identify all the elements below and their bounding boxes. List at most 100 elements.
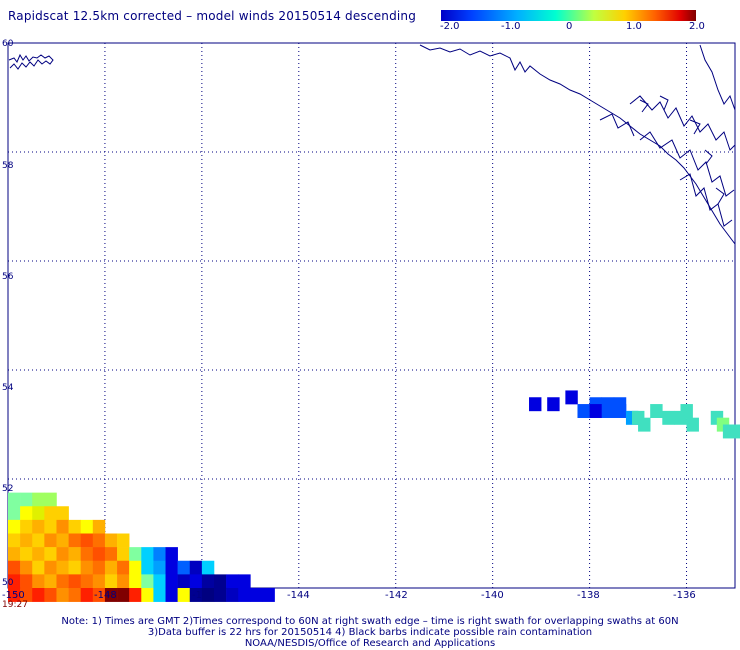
- wind-cell: [165, 560, 178, 575]
- lon-label-140: -140: [481, 590, 504, 601]
- map-frame: [7, 42, 736, 589]
- wind-cell: [32, 492, 45, 507]
- wind-cell: [165, 588, 178, 602]
- lat-label-58: 58: [2, 161, 14, 171]
- lon-label-136: -136: [673, 590, 696, 601]
- wind-cell: [577, 404, 590, 418]
- colorbar-tick-minus1: -1.0: [501, 21, 521, 32]
- wind-cell: [153, 588, 166, 602]
- wind-cell: [44, 547, 57, 562]
- wind-cell: [92, 519, 106, 534]
- wind-cell: [8, 588, 21, 602]
- wind-cell: [177, 588, 191, 602]
- wind-cell: [141, 560, 154, 575]
- wind-cell: [650, 404, 663, 418]
- wind-cell: [80, 533, 94, 548]
- wind-cell: [56, 506, 69, 521]
- swath-time-label: 19:27: [2, 600, 28, 610]
- wind-cell: [32, 574, 45, 589]
- wind-cell: [32, 560, 45, 575]
- colorbar: [441, 10, 696, 21]
- wind-cell: [117, 588, 130, 602]
- alaska-coast-gulf: [419, 44, 736, 245]
- wind-cell: [104, 533, 118, 548]
- colorbar-tick-minus2: -2.0: [440, 21, 460, 32]
- wind-cell: [153, 560, 166, 575]
- wind-cell: [547, 397, 560, 412]
- wind-cell: [8, 547, 21, 562]
- wind-cell: [80, 560, 94, 575]
- wind-cell: [686, 417, 699, 432]
- wind-cell: [250, 588, 263, 602]
- wind-cell: [8, 492, 21, 507]
- wind-cell: [80, 547, 94, 562]
- wind-cell: [32, 588, 45, 602]
- lon-label-144: -144: [287, 590, 310, 601]
- wind-cell: [44, 588, 57, 602]
- wind-cell: [104, 560, 118, 575]
- wind-cell: [80, 574, 94, 589]
- wind-cell: [44, 506, 57, 521]
- wind-cell: [117, 560, 130, 575]
- wind-cell: [56, 574, 69, 589]
- wind-cell: [213, 588, 227, 602]
- colorbar-tick-plus1: 1.0: [626, 21, 642, 32]
- wind-cell: [722, 424, 736, 439]
- wind-cell: [44, 492, 57, 507]
- wind-cell: [20, 533, 33, 548]
- wind-cell: [20, 519, 33, 534]
- lon-label-150: -150: [2, 590, 25, 601]
- lon-label-142: -142: [385, 590, 408, 601]
- wind-cell: [177, 574, 191, 589]
- graticule: [8, 43, 735, 588]
- wind-cell: [20, 588, 33, 602]
- wind-cell: [20, 506, 33, 521]
- wind-cell: [662, 410, 675, 425]
- wind-cell: [238, 574, 251, 589]
- wind-cell: [153, 574, 166, 589]
- wind-cell: [68, 574, 81, 589]
- wind-cell: [189, 560, 203, 575]
- wind-cell: [177, 560, 191, 575]
- wind-cell: [141, 547, 154, 562]
- wind-cell: [56, 588, 69, 602]
- lon-label-138: -138: [577, 590, 600, 601]
- wind-cell: [129, 574, 142, 589]
- wind-cell: [8, 533, 21, 548]
- note-line-2: 3)Data buffer is 22 hrs for 20150514 4) …: [147, 627, 593, 638]
- wind-cell: [92, 588, 106, 602]
- lat-label-54: 54: [2, 383, 14, 393]
- wind-cell: [165, 574, 178, 589]
- wind-cell: [238, 588, 251, 602]
- coastline: [8, 44, 736, 245]
- lat-label-50: 50: [2, 578, 14, 588]
- wind-cell: [189, 588, 203, 602]
- wind-cell: [56, 547, 69, 562]
- southeast-alaska-islands: [599, 95, 736, 227]
- wind-cell: [589, 404, 603, 418]
- wind-cell: [226, 588, 239, 602]
- wind-cell: [80, 519, 94, 534]
- wind-cell: [226, 574, 239, 589]
- wind-cell: [32, 533, 45, 548]
- wind-cell: [8, 560, 21, 575]
- lat-label-52: 52: [2, 484, 14, 494]
- wind-cell: [80, 588, 94, 602]
- wind-cell: [92, 560, 106, 575]
- lon-label-146: -146: [192, 590, 215, 601]
- wind-cell: [735, 424, 740, 439]
- wind-cell: [104, 588, 118, 602]
- wind-cell: [32, 506, 45, 521]
- wind-cell: [117, 533, 130, 548]
- wind-cell: [20, 574, 33, 589]
- colorbar-gradient: [441, 10, 696, 21]
- wind-cell: [165, 547, 178, 562]
- alaska-coast-west: [8, 53, 54, 70]
- wind-cell: [68, 519, 81, 534]
- wind-cell: [565, 390, 578, 405]
- wind-cell: [56, 519, 69, 534]
- wind-cell: [68, 588, 81, 602]
- wind-cell: [44, 560, 57, 575]
- wind-cell: [262, 588, 275, 602]
